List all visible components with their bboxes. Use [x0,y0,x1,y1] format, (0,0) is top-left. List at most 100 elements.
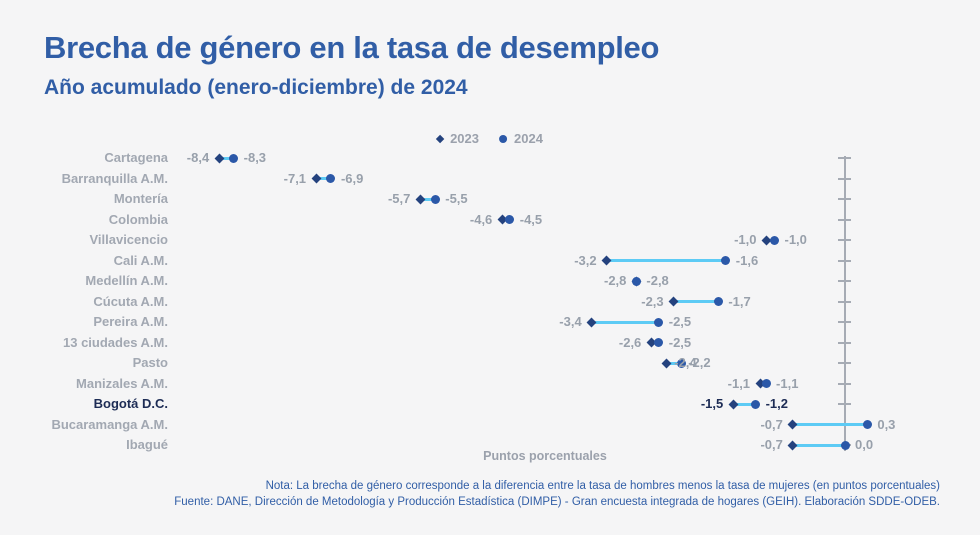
category-label: 13 ciudades A.M. [63,334,168,350]
category-label: Barranquilla A.M. [61,170,168,186]
value-label-2024: -1,6 [735,252,759,268]
legend-item-2024: 2024 [499,131,543,146]
dot-2023 [214,153,225,163]
circle-marker-icon [499,134,507,143]
category-label: Manizales A.M. [76,375,168,391]
legend-item-2023: 2023 [435,131,479,146]
axis-tick [838,198,851,200]
value-label-2023: -0,7 [760,416,783,432]
dot-2024 [721,256,731,265]
axis-tick [838,300,851,303]
value-label-2024: -1,2 [765,396,788,411]
value-label-2024: -8,3 [243,150,267,165]
axis-tick [838,177,851,180]
value-label-2023: -3,2 [574,252,597,268]
axis-tick [838,382,851,385]
dot-2023 [728,399,739,409]
value-label-2024: -1,0 [784,232,807,247]
dot-2023 [586,317,597,327]
axis-tick [838,280,851,282]
dot-2023 [668,296,679,307]
value-label-2024: -4,5 [519,211,543,227]
connector-line [792,443,845,447]
dot-2023 [787,440,798,450]
dot-2023 [311,173,321,184]
axis-tick [838,239,851,241]
note-line: Nota: La brecha de género corresponde a … [265,480,940,492]
connector-line [219,156,234,160]
value-label-2024: -1,1 [776,375,799,391]
category-label: Bogotá D.C. [93,396,168,411]
connector-line [792,423,868,426]
value-label-2023: -2,8 [603,273,627,288]
category-label: Cúcuta A.M. [93,293,168,309]
value-label-2023: -2,3 [641,293,664,309]
page-title: Brecha de género en la tasa de desempleo [44,30,660,65]
value-label-2024: -5,5 [445,191,468,206]
category-label: Villavicencio [89,232,168,247]
value-label-2023: -8,4 [186,150,210,165]
legend-label: 2024 [514,131,543,146]
connector-line [591,320,659,324]
dot-2023 [601,255,612,266]
dot-2024 [713,297,723,306]
dot-2023 [661,358,672,368]
axis-tick [838,362,851,364]
connector-line [316,177,331,180]
connector-line [666,361,682,365]
dot-2024 [229,153,239,163]
dot-2024 [326,174,336,183]
footnotes: Nota: La brecha de género corresponde a … [174,479,940,510]
category-label: Cartagena [104,150,168,165]
value-label-2024: -6,9 [340,170,364,186]
source-line: Fuente: DANE, Dirección de Metodología y… [174,495,940,508]
connector-line [606,259,726,262]
axis-tick [838,341,851,344]
dot-2024 [761,379,771,388]
dot-2024 [654,338,664,347]
connector-line [673,300,719,303]
value-label-2023: -1,5 [700,396,724,411]
connector-line [733,402,756,406]
category-label: Pereira A.M. [93,314,168,329]
axis-tick [838,403,851,405]
x-axis-label: Puntos porcentuales [483,449,607,463]
category-label: Cali A.M. [113,252,168,268]
value-label-2023: -2,6 [618,334,642,350]
dot-2023 [415,194,426,204]
dot-2023 [787,419,798,430]
dot-2024 [676,358,686,368]
value-label-2023: -4,6 [469,211,493,227]
value-label-2023: -7,1 [283,170,307,186]
page-subtitle: Año acumulado (enero-diciembre) de 2024 [44,76,468,99]
value-label-2023: -5,7 [387,191,411,206]
dot-2024 [631,276,641,286]
value-label-2023: -0,7 [760,437,783,452]
axis-tick [838,321,851,323]
value-label-2024: -1,7 [728,293,751,309]
dot-2024 [505,215,515,224]
dot-2024 [862,420,872,429]
value-label-2024: -2,2 [688,355,711,370]
category-label: Ibagué [126,437,168,452]
category-label: Bucaramanga A.M. [51,416,168,432]
value-label-2023: -1,0 [734,232,757,247]
category-label: Medellín A.M. [85,273,168,288]
axis-tick [838,157,851,159]
dot-2024 [751,399,761,409]
category-label: Montería [113,191,168,206]
value-label-2024: 0,3 [877,416,896,432]
value-label-2024: -2,5 [668,334,692,350]
legend-label: 2023 [450,131,479,146]
value-label-2024: -2,8 [646,273,669,288]
category-label: Pasto [132,355,168,370]
value-label-2024: -2,5 [668,314,692,329]
chart-legend: 2023 2024 [435,131,543,146]
dot-2024 [770,235,779,245]
value-label-2023: -3,4 [559,314,582,329]
value-label-2024: 0,0 [855,437,874,452]
category-label: Colombia [108,211,168,227]
value-label-2023: -2,4 [674,355,697,370]
